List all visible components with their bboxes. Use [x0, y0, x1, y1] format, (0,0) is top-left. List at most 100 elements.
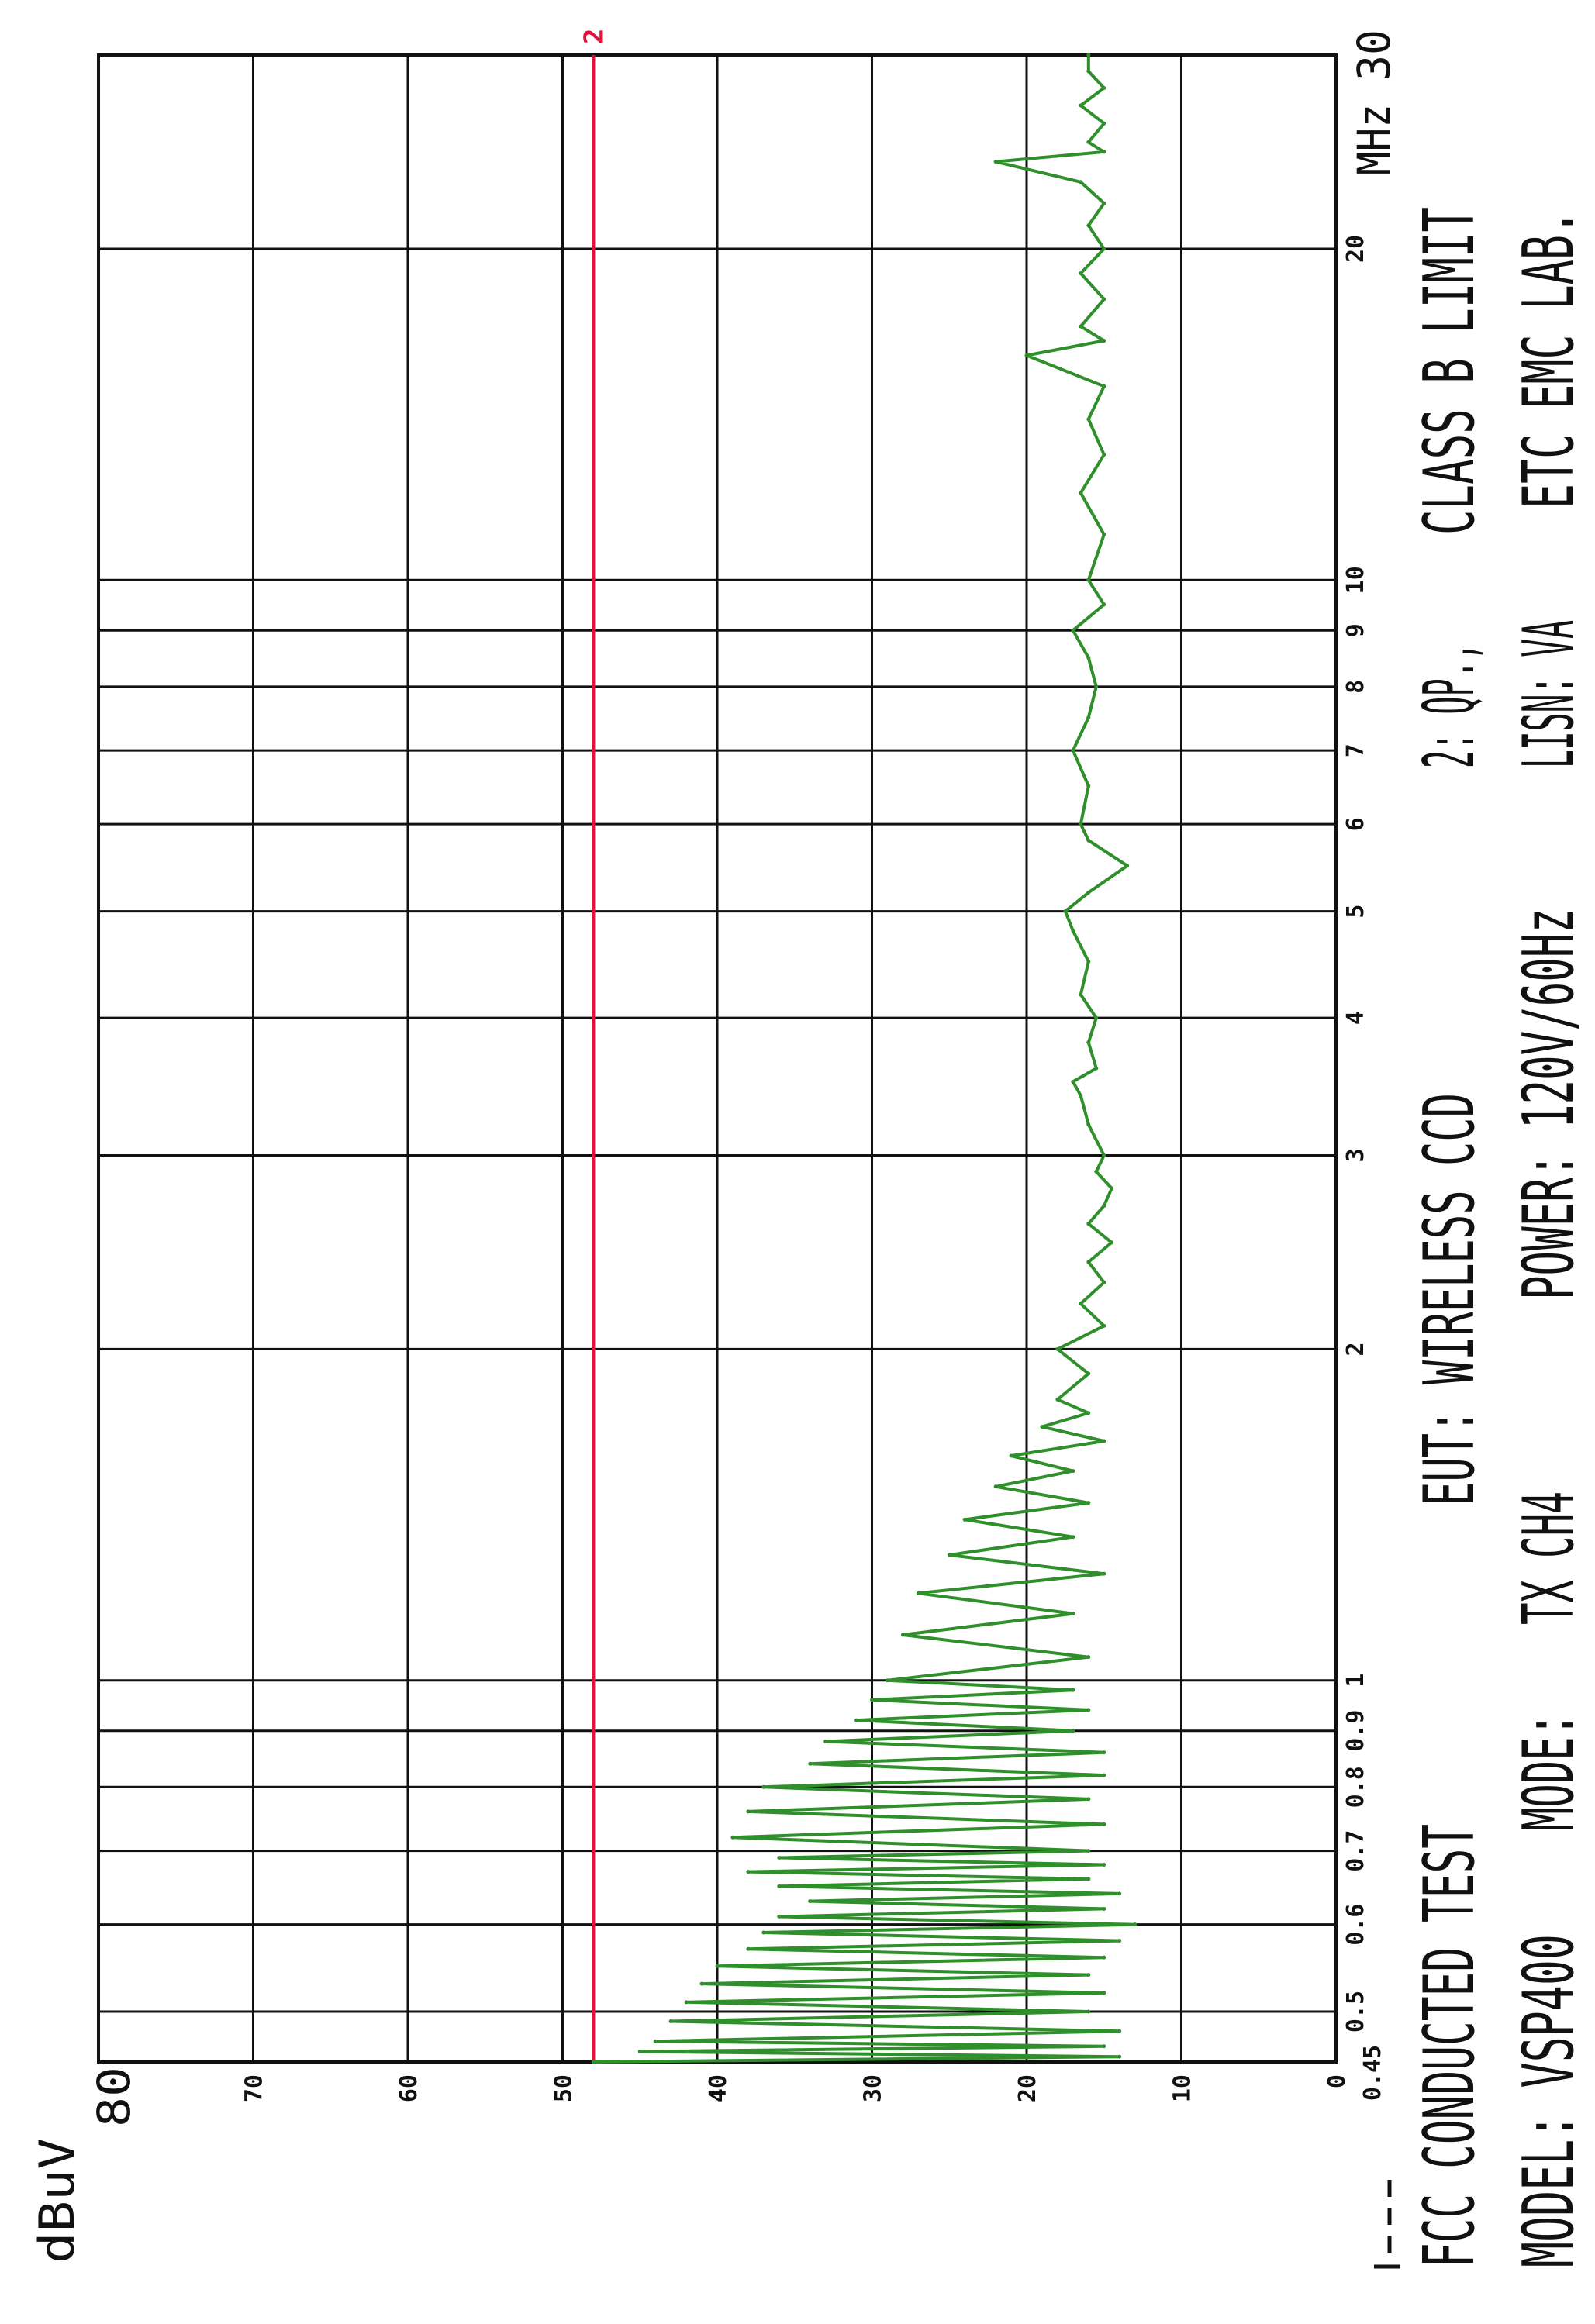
- trace-point: [1071, 1688, 1075, 1692]
- tick-labels: 80 70 60 50 40 30 20 10 0 0.45 0.5 0.6 0.7 0.8 0.9 1 2 3 4…: [88, 29, 1400, 2127]
- trace-point: [777, 1855, 782, 1860]
- trace-point: [962, 1517, 967, 1522]
- trace-point: [1102, 1906, 1106, 1911]
- trace-point: [1086, 838, 1091, 843]
- lab-name: ETC EMC LAB.: [1508, 210, 1590, 509]
- trace-point: [1055, 1346, 1060, 1351]
- x-tick-label: 9: [1342, 623, 1369, 637]
- trace-point: [1117, 2029, 1122, 2033]
- eut: EUT: WIRELESS CCD: [1409, 1093, 1490, 1506]
- trace-point: [1102, 1822, 1106, 1826]
- trace-point: [1125, 864, 1130, 868]
- trace-point: [947, 1553, 951, 1557]
- trace-point: [1086, 417, 1091, 422]
- trace-point: [1102, 1991, 1106, 1995]
- trace-point: [715, 1964, 720, 1968]
- trace-point: [1102, 1153, 1106, 1157]
- trace-point: [1110, 1186, 1114, 1191]
- trace-point: [916, 1591, 920, 1595]
- y-tick-label: 20: [1014, 2074, 1041, 2102]
- trace-point: [900, 1633, 905, 1637]
- trace-point: [1071, 1079, 1075, 1084]
- trace-point: [1102, 201, 1106, 205]
- trace-point: [1086, 784, 1091, 788]
- trace-point: [1086, 890, 1091, 895]
- model: MODEL: VSP400: [1508, 1934, 1590, 2267]
- trace-point: [1086, 1501, 1091, 1505]
- trace-point: [1102, 1571, 1106, 1576]
- y-tick-label: 60: [395, 2074, 423, 2102]
- trace-point: [1102, 1862, 1106, 1867]
- trace-point: [1086, 1040, 1091, 1045]
- x-unit-label: MHz: [1348, 104, 1400, 175]
- trace-point: [1094, 1015, 1099, 1020]
- trace-point: [1102, 339, 1106, 343]
- legend-key-icon: [1374, 2171, 1400, 2269]
- trace-point: [1094, 684, 1099, 689]
- trace-point: [653, 2039, 658, 2043]
- trace-point: [1102, 1955, 1106, 1960]
- trace-point: [1117, 2054, 1122, 2059]
- x-tick-label: 3: [1342, 1148, 1369, 1162]
- grid: [97, 53, 1338, 2064]
- trace-point: [1086, 1797, 1091, 1802]
- trace-point: [1071, 628, 1075, 633]
- mode-value: TX CH4: [1508, 1491, 1590, 1625]
- trace-point: [808, 1899, 813, 1904]
- trace-point: [1071, 748, 1075, 753]
- y-tick-label: 70: [241, 2074, 268, 2102]
- trace-point: [1102, 121, 1106, 126]
- trace-point: [1079, 822, 1083, 826]
- trace-point: [1102, 453, 1106, 457]
- x-tick-label: 7: [1342, 743, 1369, 757]
- limit-marker-label: 2: [578, 29, 609, 44]
- x-tick-label: 6: [1342, 817, 1369, 831]
- emission-trace: [593, 55, 1137, 2064]
- trace-point: [1086, 578, 1091, 582]
- trace-point: [1086, 223, 1091, 228]
- trace-point: [1063, 909, 1068, 914]
- trace-point: [1071, 1729, 1075, 1733]
- x-tick-label: 0.5: [1342, 1991, 1369, 2033]
- trace-point: [870, 1698, 874, 1702]
- trace-point: [1117, 1891, 1122, 1896]
- trace-point: [885, 1678, 889, 1683]
- trace-point: [1086, 715, 1091, 720]
- trace-point: [1055, 1397, 1060, 1402]
- trace-point: [1086, 140, 1091, 144]
- lisn: LISN: VA: [1508, 620, 1590, 768]
- trace-point: [1009, 1453, 1013, 1458]
- trace-point: [1079, 271, 1083, 276]
- trace-point: [777, 1914, 782, 1919]
- trace-point: [1110, 1240, 1114, 1245]
- trace-point: [1079, 992, 1083, 997]
- trace-point: [1102, 384, 1106, 388]
- trace-point: [1086, 1973, 1091, 1977]
- x-tick-label: 5: [1342, 905, 1369, 919]
- limit-name: CLASS B LIMIT: [1409, 207, 1490, 535]
- trace-point: [1102, 1439, 1106, 1443]
- x-tick-label: 0.8: [1342, 1766, 1369, 1808]
- trace-point: [746, 1946, 751, 1951]
- trace-point: [1071, 1612, 1075, 1616]
- trace-point: [1102, 1750, 1106, 1755]
- trace-point: [1102, 602, 1106, 607]
- trace-point: [637, 2049, 642, 2053]
- trace-point: [1102, 1203, 1106, 1208]
- trace-point: [668, 2019, 673, 2024]
- trace-point: [1086, 960, 1091, 964]
- trace-point: [1133, 1922, 1138, 1927]
- trace-point: [1086, 655, 1091, 660]
- trace-point: [1102, 1280, 1106, 1284]
- y-axis-label: dBuV: [29, 2138, 85, 2264]
- trace-point: [1079, 1093, 1083, 1098]
- trace-point: [761, 1784, 766, 1789]
- y-tick-label: 50: [551, 2074, 578, 2102]
- trace-point: [1024, 353, 1029, 358]
- trace-point: [1094, 1169, 1099, 1174]
- trace-point: [746, 1809, 751, 1814]
- trace-point: [993, 160, 998, 164]
- x-tick-label: 4: [1342, 1011, 1369, 1025]
